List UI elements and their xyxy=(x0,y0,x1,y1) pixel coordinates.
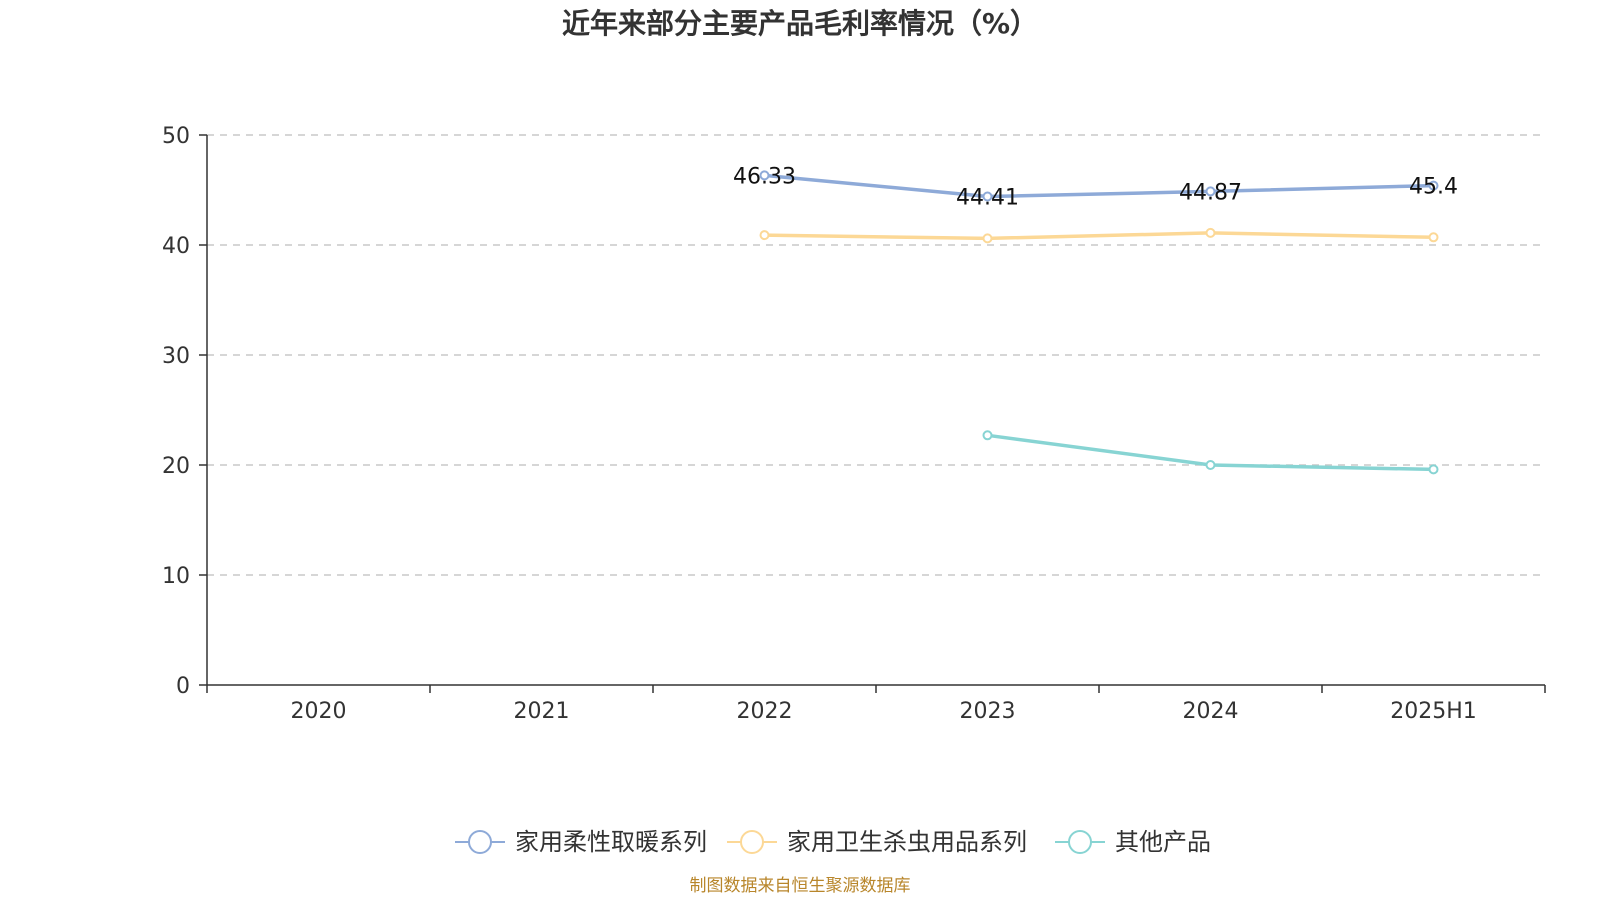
y-tick-label: 0 xyxy=(176,674,190,699)
y-tick-label: 50 xyxy=(162,124,190,149)
y-tick-label: 20 xyxy=(162,454,190,479)
y-tick-label: 10 xyxy=(162,564,190,589)
data-point xyxy=(1205,186,1216,197)
legend[interactable]: 家用柔性取暖系列 家用卫生杀虫用品系列 其他产品 xyxy=(455,828,1211,856)
x-tick-label: 2021 xyxy=(514,699,570,724)
legend-marker-icon xyxy=(468,830,492,854)
x-tick-label: 2020 xyxy=(291,699,347,724)
legend-marker-icon xyxy=(1068,830,1092,854)
data-point xyxy=(1205,460,1216,470)
legend-label: 家用柔性取暖系列 xyxy=(515,828,707,856)
y-tick-label: 40 xyxy=(162,234,190,259)
data-label: 46.33 xyxy=(733,164,796,189)
legend-item-2[interactable]: 其他产品 xyxy=(1055,828,1211,856)
data-point xyxy=(1205,227,1216,238)
data-label: 44.41 xyxy=(956,185,1019,210)
grid-lines xyxy=(207,134,1545,576)
chart-title: 近年来部分主要产品毛利率情况（%） xyxy=(562,7,1038,40)
data-point xyxy=(1428,232,1439,243)
x-tick-label: 2025H1 xyxy=(1390,699,1477,724)
data-label: 44.87 xyxy=(1179,180,1242,205)
data-point xyxy=(982,191,993,202)
legend-item-1[interactable]: 家用卫生杀虫用品系列 xyxy=(727,828,1027,856)
source-note: 制图数据来自恒生聚源数据库 xyxy=(690,876,911,896)
legend-item-0[interactable]: 家用柔性取暖系列 xyxy=(455,828,707,856)
x-tick-label: 2023 xyxy=(960,699,1016,724)
data-label: 45.4 xyxy=(1409,175,1458,200)
series-lines xyxy=(759,170,1439,475)
legend-marker-icon xyxy=(740,830,764,854)
x-tick-label: 2024 xyxy=(1183,699,1239,724)
series-line-0 xyxy=(762,173,1436,199)
data-point xyxy=(1428,180,1439,191)
legend-label: 其他产品 xyxy=(1115,828,1211,856)
axes: 0 10 20 30 40 50 2020 2021 2022 2023 2024 2025H1 xyxy=(162,124,1546,724)
data-point xyxy=(1428,464,1439,475)
data-point xyxy=(759,170,770,181)
data-point xyxy=(759,230,770,241)
data-point xyxy=(982,233,993,244)
data-labels: 46.33 44.41 44.87 45.4 xyxy=(733,164,1458,210)
data-point xyxy=(982,430,993,441)
legend-label: 家用卫生杀虫用品系列 xyxy=(787,828,1027,856)
series-line-1 xyxy=(762,231,1436,241)
x-tick-label: 2022 xyxy=(737,699,793,724)
y-tick-label: 30 xyxy=(162,344,190,369)
